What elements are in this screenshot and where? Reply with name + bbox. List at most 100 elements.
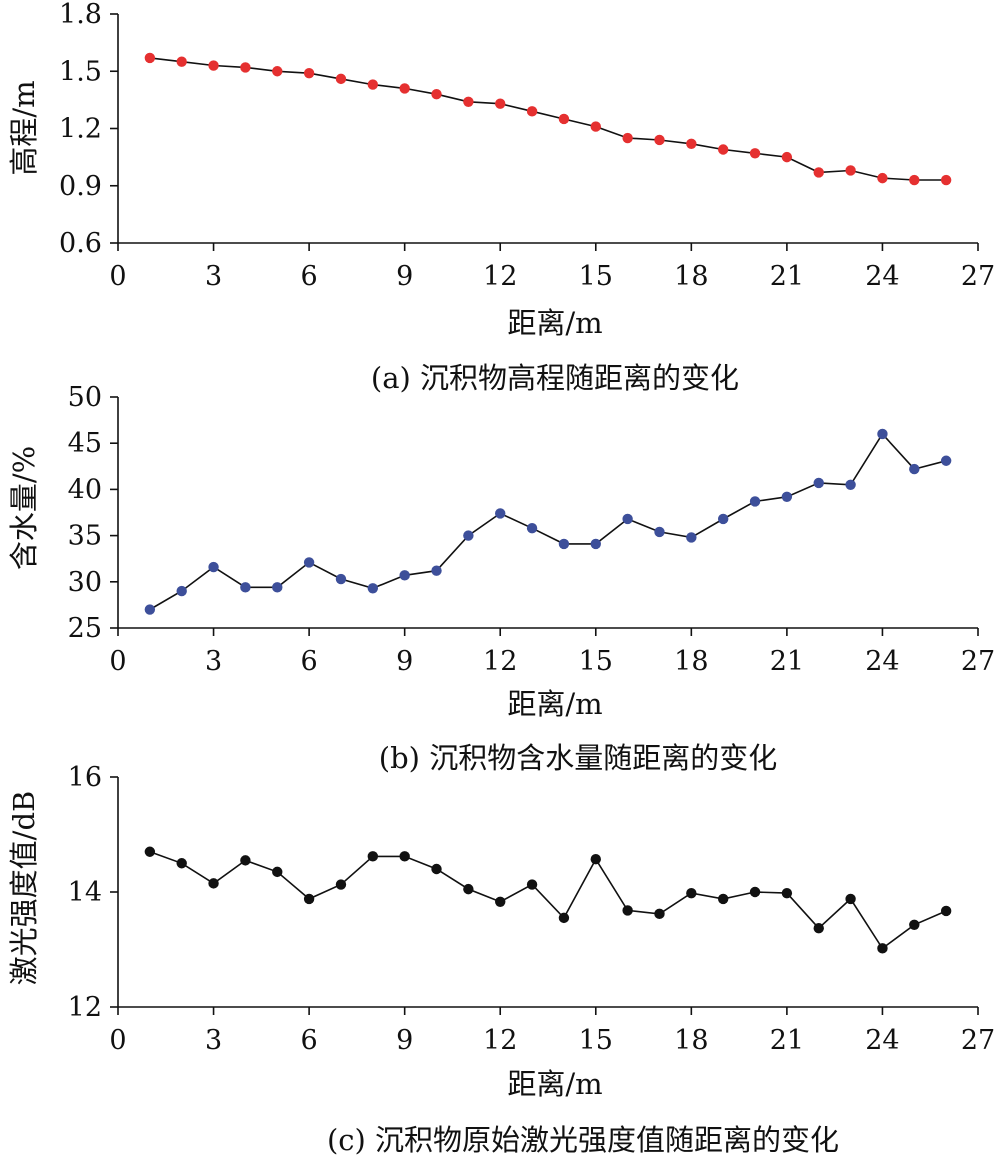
data-point [622,905,633,916]
data-point [208,561,219,573]
data-point [845,165,856,176]
y-tick-label: 16 [68,762,102,793]
x-tick-label: 9 [396,646,413,677]
data-point [495,98,506,109]
data-point [431,863,442,875]
data-point [940,455,952,466]
data-point [399,83,410,94]
data-point [558,113,570,125]
x-tick-label: 27 [961,646,995,677]
data-point [208,60,219,71]
x-tick-label: 27 [961,261,995,292]
panel-b-plot: 0 3 6 9 12 15 18 21 24 27 25 30 35 40 45 50 [68,382,996,677]
data-point [431,565,442,576]
panel-a-xlabel: 距离/m [507,306,602,340]
y-tick-label: 14 [68,877,102,908]
data-point [940,174,952,186]
x-tick-label: 6 [301,1025,318,1056]
data-point [463,96,474,107]
panel-a-plot: 0 3 6 9 12 15 18 21 24 27 0.6 0.9 1.2 1.5 1.8 [59,0,995,292]
x-tick-label: 3 [205,261,222,292]
data-point [813,477,824,489]
x-tick-label: 12 [483,646,517,677]
data-point [877,428,888,440]
data-point [558,912,570,924]
panel-a-caption: (a) 沉积物高程随距离的变化 [371,361,739,395]
data-point [686,887,697,899]
data-point [622,513,633,525]
data-point [781,491,793,502]
data-point [367,583,379,594]
x-tick-label: 18 [674,1025,708,1056]
panel-a-ylabel: 高程/m [7,80,41,175]
data-point [240,855,251,866]
y-tick-label: 1.2 [59,114,102,145]
data-point [877,172,888,184]
x-tick-label: 0 [109,261,126,292]
data-point [717,513,729,525]
data-point [272,582,283,593]
panel-c: 0 3 6 9 12 15 18 21 24 27 12 14 16 距离/m 激光强度值/dB (c)… [7,762,995,1157]
data-point [940,905,952,917]
data-point [909,463,920,475]
x-tick-label: 21 [770,1025,804,1056]
x-tick-label: 24 [865,261,899,292]
panel-c-ylabel: 激光强度值/dB [7,791,41,986]
data-point [909,919,920,930]
x-tick-label: 21 [770,646,804,677]
data-point [654,526,665,538]
data-point [335,573,347,585]
data-point [686,138,697,149]
y-tick-label: 0.6 [59,228,102,259]
x-tick-label: 15 [579,1025,613,1056]
x-tick-label: 0 [109,646,126,677]
x-tick-label: 9 [396,1025,413,1056]
data-point [590,121,601,132]
data-point [654,908,665,920]
series-line [149,851,947,950]
y-tick-label: 50 [68,382,102,413]
x-tick-label: 18 [674,646,708,677]
x-tick-label: 12 [483,261,517,292]
panel-c-caption: (c) 沉积物原始激光强度值随距离的变化 [327,1123,839,1157]
data-point [558,538,570,550]
x-tick-label: 6 [301,646,318,677]
data-point [272,66,283,77]
data-point [240,62,251,73]
data-point [845,479,856,490]
data-point [335,73,347,85]
data-point [144,846,156,857]
data-point [176,56,187,67]
data-point [590,854,601,865]
data-point [367,79,379,90]
data-point [208,878,219,889]
series-line [149,57,947,181]
panel-a: 0 3 6 9 12 15 18 21 24 27 0.6 0.9 1.2 1.5 1.8 距离/m 高程/… [7,0,995,395]
data-point [144,604,156,615]
data-point [495,896,506,907]
data-point [622,132,633,144]
x-tick-label: 27 [961,1025,995,1056]
x-tick-label: 3 [205,646,222,677]
data-point [303,67,315,79]
data-point [431,88,442,100]
data-point [813,167,824,178]
data-point [749,496,761,507]
data-point [845,893,856,905]
data-point [717,893,729,905]
x-tick-label: 15 [579,646,613,677]
x-tick-label: 0 [109,1025,126,1056]
data-point [749,148,761,159]
panel-b-xlabel: 距离/m [507,687,602,721]
panel-c-xlabel: 距离/m [507,1067,602,1101]
data-point [781,151,793,163]
y-tick-label: 1.5 [59,56,102,87]
x-tick-label: 24 [865,646,899,677]
y-tick-label: 1.8 [59,0,102,30]
x-tick-label: 15 [579,261,613,292]
data-point [399,570,410,581]
data-point [463,883,474,895]
series-line [149,432,947,611]
y-tick-label: 40 [68,474,102,505]
